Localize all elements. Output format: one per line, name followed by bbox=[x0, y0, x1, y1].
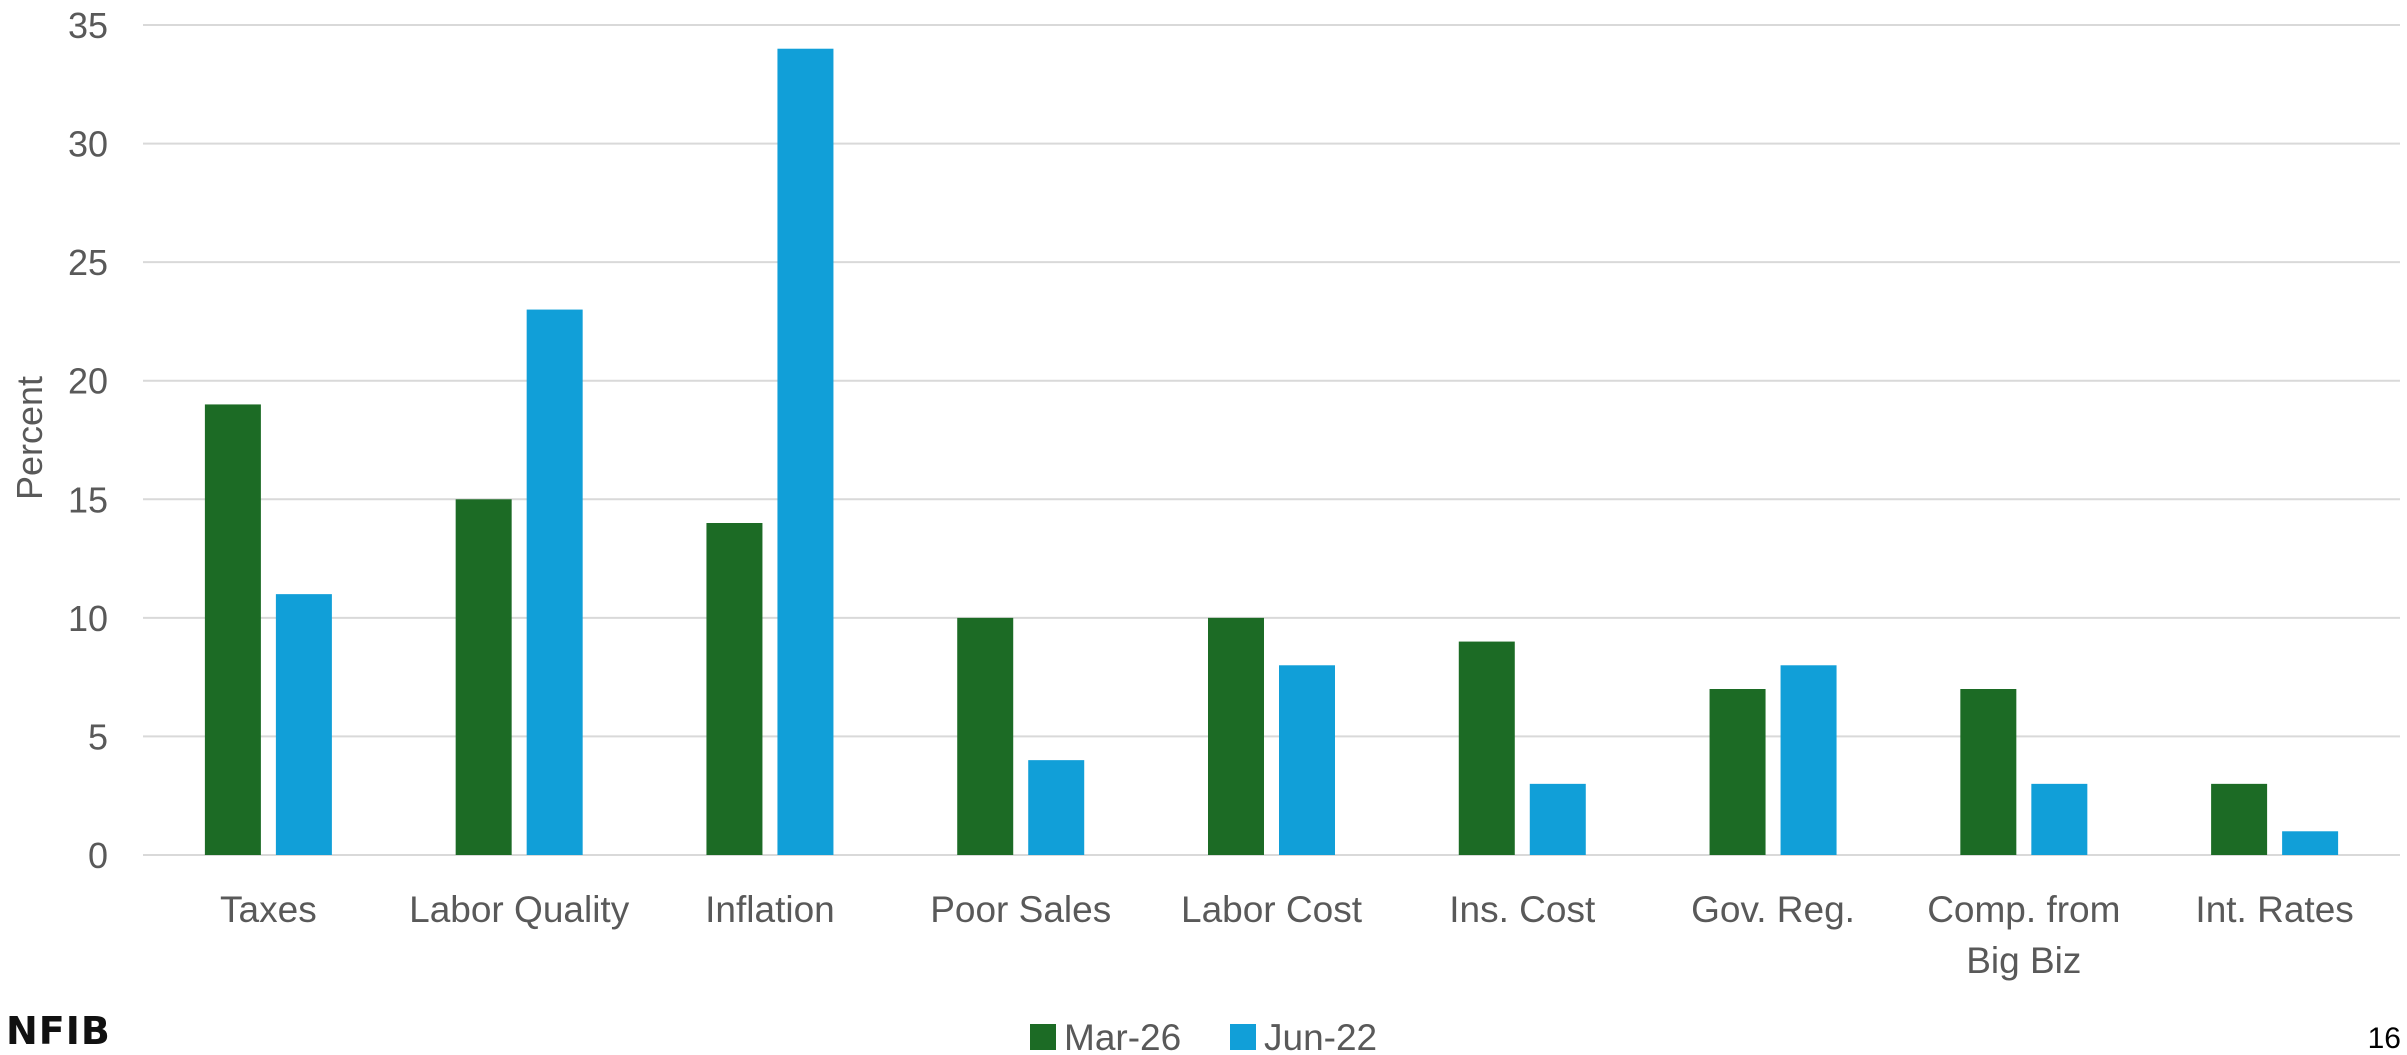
bar-mar-26 bbox=[1709, 689, 1766, 855]
legend-swatch bbox=[1230, 1024, 1256, 1050]
x-tick-label-line: Comp. from bbox=[1927, 889, 2120, 930]
bar-jun-22 bbox=[1279, 665, 1335, 855]
x-tick-label-line: Gov. Reg. bbox=[1691, 889, 1855, 930]
x-tick-label: Labor Cost bbox=[1181, 889, 1363, 930]
y-tick-label: 5 bbox=[88, 716, 108, 757]
bar-jun-22 bbox=[1028, 760, 1085, 855]
y-tick-label: 20 bbox=[68, 361, 108, 402]
bar-jun-22 bbox=[2282, 831, 2339, 855]
bar-mar-26 bbox=[1458, 641, 1515, 855]
legend-label: Mar-26 bbox=[1064, 1017, 1181, 1054]
y-axis-tick-labels: 0 5 10 15 20 25 30 35 bbox=[68, 5, 108, 876]
y-tick-label: 15 bbox=[68, 479, 108, 520]
bar-mar-26 bbox=[706, 523, 763, 855]
x-tick-label: Labor Quality bbox=[409, 889, 630, 930]
bar-jun-22 bbox=[1529, 783, 1586, 855]
x-axis-category-labels: Taxes Labor Quality Inflation Poor Sales Lab… bbox=[220, 889, 2354, 981]
legend-swatch bbox=[1030, 1024, 1056, 1050]
bar-mar-26 bbox=[455, 499, 512, 855]
x-tick-label-line: Taxes bbox=[220, 889, 317, 930]
x-tick-label-line: Labor Quality bbox=[409, 889, 630, 930]
x-tick-label: Ins. Cost bbox=[1449, 889, 1596, 930]
x-tick-label-line: Big Biz bbox=[1966, 940, 2081, 981]
x-tick-label-line: Labor Cost bbox=[1181, 889, 1363, 930]
page-number: 16 bbox=[2367, 1022, 2401, 1055]
y-axis-title: Percent bbox=[9, 376, 50, 500]
bar-jun-22 bbox=[777, 48, 834, 855]
y-tick-label: 0 bbox=[88, 835, 108, 876]
x-tick-label: Gov. Reg. bbox=[1691, 889, 1855, 930]
bar-mar-26 bbox=[957, 617, 1014, 855]
y-tick-label: 35 bbox=[68, 5, 108, 46]
y-tick-label: 25 bbox=[68, 242, 108, 283]
y-tick-label: 30 bbox=[68, 124, 108, 165]
nfib-logo: NFIB bbox=[6, 1009, 111, 1053]
x-tick-label-line: Int. Rates bbox=[2195, 889, 2353, 930]
x-tick-label-line: Inflation bbox=[705, 889, 835, 930]
legend-label: Jun-22 bbox=[1264, 1017, 1377, 1054]
x-tick-label: Inflation bbox=[705, 889, 835, 930]
x-tick-label: Poor Sales bbox=[930, 889, 1111, 930]
y-tick-label: 10 bbox=[68, 598, 108, 639]
legend: Mar-26 Jun-22 bbox=[1030, 1017, 1377, 1054]
bar-mar-26 bbox=[1960, 689, 2017, 855]
x-tick-label-line: Poor Sales bbox=[930, 889, 1111, 930]
bar-mar-26 bbox=[2211, 783, 2268, 855]
x-tick-label: Comp. from Big Biz bbox=[1927, 889, 2120, 981]
bar-jun-22 bbox=[526, 309, 583, 856]
bar-mar-26 bbox=[1208, 617, 1264, 855]
x-tick-label: Int. Rates bbox=[2195, 889, 2353, 930]
x-tick-label-line: Ins. Cost bbox=[1449, 889, 1596, 930]
x-tick-label: Taxes bbox=[220, 889, 317, 930]
bar-jun-22 bbox=[1780, 665, 1837, 855]
bar-mar-26 bbox=[204, 404, 261, 855]
bar-jun-22 bbox=[275, 594, 332, 855]
bars bbox=[204, 48, 2339, 856]
gridlines bbox=[143, 24, 2400, 856]
bar-jun-22 bbox=[2031, 783, 2088, 855]
